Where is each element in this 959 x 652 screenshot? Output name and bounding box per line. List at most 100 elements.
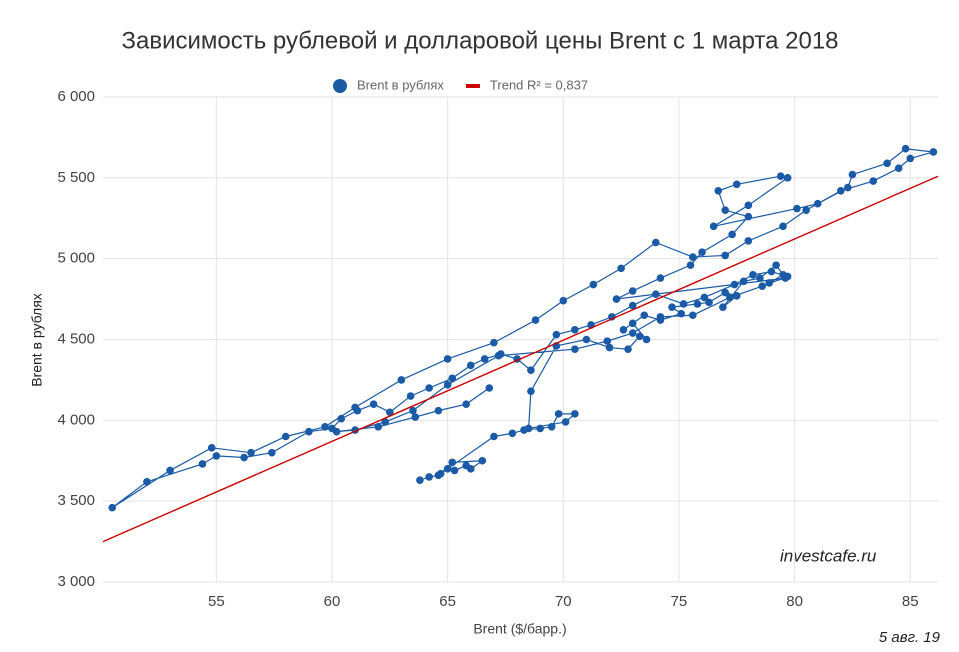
y-tick-label: 5 000 [57, 250, 95, 267]
point [749, 271, 757, 279]
point [732, 292, 741, 300]
point [571, 345, 579, 354]
legend-marker [465, 84, 480, 88]
point [554, 410, 563, 418]
point [536, 424, 544, 433]
date-note: 5 авг. 19 [879, 629, 941, 646]
point [705, 298, 713, 307]
point [434, 406, 443, 415]
y-tick-label: 5 500 [57, 169, 95, 186]
legend-label: Brent в рублях [357, 77, 444, 92]
point [802, 206, 810, 214]
point [212, 452, 221, 460]
point [640, 311, 649, 320]
point [758, 282, 767, 290]
point [198, 460, 207, 468]
point [848, 170, 857, 179]
point [744, 212, 753, 221]
point [462, 400, 470, 408]
point [490, 432, 498, 441]
chart-title: Зависимость рублевой и долларовой цены B… [121, 27, 838, 54]
point [381, 418, 389, 426]
x-tick-label: 85 [902, 593, 919, 610]
y-tick-label: 4 000 [57, 411, 95, 428]
point [108, 503, 117, 512]
point [494, 351, 503, 360]
point [739, 277, 748, 286]
point [783, 272, 792, 281]
point [589, 280, 598, 289]
x-tick-label: 55 [208, 593, 225, 610]
point [411, 413, 420, 421]
point [448, 374, 457, 383]
point [397, 376, 406, 384]
point [281, 432, 290, 441]
point [443, 465, 452, 473]
point [894, 164, 903, 172]
point [332, 427, 341, 436]
x-tick-label: 70 [555, 593, 572, 610]
point [369, 400, 378, 408]
point [559, 296, 568, 305]
point [436, 469, 445, 478]
point [767, 267, 776, 276]
point [765, 279, 773, 287]
point [635, 332, 644, 341]
point [337, 414, 346, 423]
point [693, 300, 702, 308]
point [628, 301, 637, 310]
point [480, 355, 489, 363]
point [406, 392, 415, 400]
legend-marker [333, 79, 347, 93]
point [721, 251, 730, 260]
point [571, 326, 579, 334]
point [793, 204, 801, 213]
point [612, 295, 621, 303]
point [700, 293, 709, 302]
point [628, 319, 637, 328]
point [571, 410, 579, 418]
point [321, 423, 329, 431]
point [425, 473, 433, 481]
point [425, 384, 433, 392]
point [732, 180, 741, 189]
point [813, 199, 822, 208]
point [143, 477, 151, 486]
point [698, 248, 706, 256]
point [906, 154, 915, 163]
point [508, 429, 517, 438]
point [605, 343, 614, 352]
x-tick-label: 60 [324, 593, 341, 610]
x-tick-label: 75 [671, 593, 688, 610]
y-tick-label: 4 500 [57, 330, 95, 347]
point [416, 476, 424, 484]
y-tick-label: 6 000 [57, 88, 95, 105]
point [656, 274, 665, 282]
point [843, 183, 852, 192]
point [679, 300, 688, 308]
point [353, 406, 362, 415]
point [485, 384, 494, 392]
watermark: investcafe.ru [780, 546, 877, 565]
point [677, 309, 686, 318]
point [443, 355, 452, 363]
point [869, 177, 878, 185]
point [166, 466, 174, 475]
point [709, 222, 718, 231]
point [450, 466, 459, 475]
point [628, 287, 637, 295]
point [719, 303, 727, 311]
point [686, 261, 695, 269]
point [929, 148, 938, 156]
point [524, 424, 533, 433]
point [652, 238, 660, 247]
point [547, 423, 556, 431]
point [779, 222, 787, 231]
x-tick-label: 80 [786, 593, 803, 610]
point [756, 274, 764, 282]
point [721, 288, 730, 297]
point [783, 174, 792, 182]
point [561, 418, 570, 426]
point [619, 326, 628, 334]
